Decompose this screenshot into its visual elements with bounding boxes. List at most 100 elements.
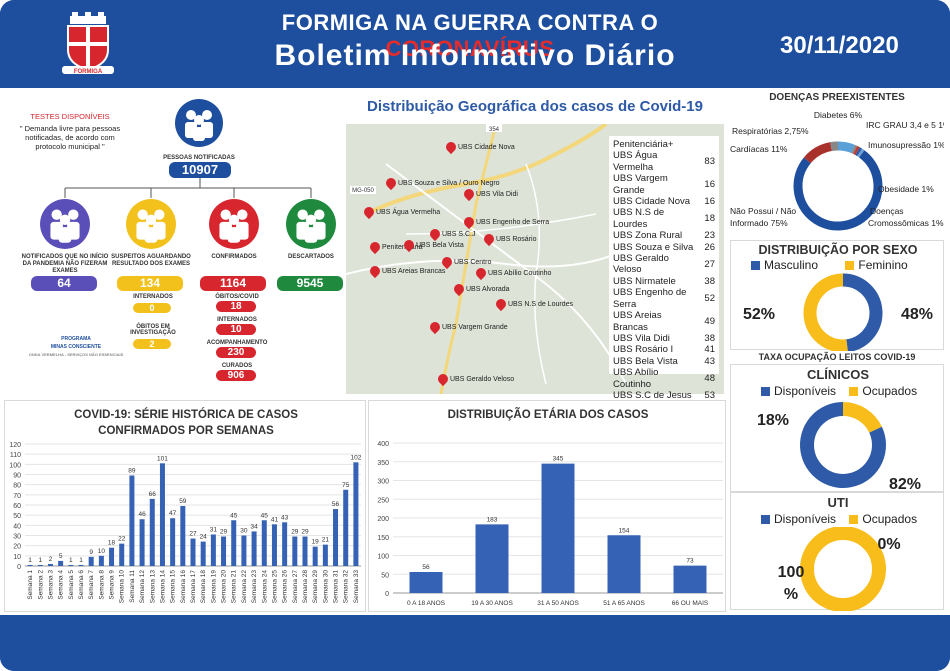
category-label: 31 A 50 ANOS — [537, 600, 579, 607]
bar — [159, 463, 165, 566]
ubs-row: UBS Geraldo Veloso 27 — [613, 253, 715, 276]
bar — [139, 519, 145, 566]
map-pin-label: UBS N.S de Lourdes — [508, 301, 573, 308]
people-group-icon — [40, 199, 90, 249]
icon-body — [227, 227, 241, 243]
y-tick-label: 250 — [377, 497, 389, 504]
donut-slice — [853, 145, 860, 156]
category-label: Semana 33 — [353, 570, 360, 604]
map-pin-label: UBS S.C.J — [442, 231, 476, 238]
bar — [180, 506, 186, 566]
bar-value-label: 101 — [157, 455, 168, 462]
confirmed-sub-label: ÓBITOS/COVID — [215, 294, 259, 300]
ubs-row: UBS N.S de Lourdes 18 — [613, 207, 715, 230]
ubs-name: UBS S.C de Jesus — [613, 389, 692, 401]
y-tick-label: 0 — [17, 564, 21, 571]
bar — [37, 564, 43, 566]
bar-value-label: 1 — [69, 557, 73, 564]
tests-title: TESTES DISPONÍVEIS — [30, 112, 110, 121]
y-tick-label: 30 — [13, 534, 21, 541]
clinical-legend: Disponíveis Ocupados — [761, 384, 917, 398]
map-pin-label: UBS Areias Brancas — [382, 268, 446, 275]
category-label: Semana 3 — [47, 570, 54, 600]
icon-body — [58, 227, 72, 243]
y-tick-label: 80 — [13, 483, 21, 490]
category-label: Semana 15 — [170, 570, 177, 604]
map-pin-label: UBS Cidade Nova — [458, 144, 515, 151]
ubs-count: 38 — [704, 275, 715, 287]
ubs-row: UBS Bela Vista 43 — [613, 356, 715, 367]
group-label: DESCARTADOS — [288, 254, 334, 260]
ubs-row: UBS Vila Didi 38 — [613, 333, 715, 344]
category-label: Semana 13 — [149, 570, 156, 604]
ubs-name: UBS Cidade Nova — [613, 196, 691, 208]
ubs-row: UBS Souza e Silva 26 — [613, 242, 715, 253]
donut-slice — [830, 141, 839, 152]
ubs-count: 53 — [704, 389, 715, 401]
header: FORMIGA FORMIGA NA GUERRA CONTRA O CORON… — [0, 0, 950, 86]
icu-title: UTI — [827, 495, 849, 510]
bar-value-label: 73 — [686, 558, 694, 565]
bar — [78, 564, 84, 566]
header-subtitle: Boletim Informativo Diário — [274, 39, 676, 72]
weekly-chart-card: COVID-19: SÉRIE HISTÓRICA DE CASOS CONFI… — [4, 400, 366, 612]
legend-female: Feminino — [845, 258, 908, 272]
disease-label-part: Não Possui / Não — [730, 206, 796, 216]
disease-label: Respiratórias 2,75% — [732, 126, 809, 136]
map-pin-label: UBS Souza e Silva / Ouro Negro — [398, 180, 500, 187]
category-label: Semana 16 — [180, 570, 187, 604]
category-label: Semana 31 — [333, 570, 340, 604]
bar-value-label: 22 — [118, 536, 126, 543]
category-label: Semana 5 — [68, 570, 75, 600]
suspect-sub-value: 0 — [133, 303, 171, 313]
group-label: CONFIRMADOS — [211, 254, 257, 260]
confirmed-sub-label: CURADOS — [221, 363, 253, 369]
diseases-donut: Diabetes 6%IRC GRAU 3,4 e 5 1% Imunosupre… — [730, 110, 944, 231]
map-title: Distribuição Geográfica dos casos de Cov… — [367, 98, 703, 115]
icon-head — [220, 209, 231, 220]
category-label: Semana 7 — [88, 570, 95, 600]
bar-value-label: 75 — [342, 482, 350, 489]
bar-value-label: 27 — [189, 531, 197, 538]
program-line2: MINAS CONSCIENTE — [50, 344, 102, 350]
ubs-row: UBS Rosário I 41 — [613, 344, 715, 355]
icu-card: UTI Disponíveis Ocupados 0% 100% — [730, 492, 944, 611]
ubs-name: UBS Geraldo Veloso — [613, 253, 669, 276]
bar — [261, 520, 267, 566]
icon-head — [59, 214, 71, 226]
confirmed-sub-label: ACOMPANHAMENTO — [206, 340, 268, 346]
ubs-row: UBS Vargem Grande 16 — [613, 173, 715, 196]
svg-text:354: 354 — [489, 127, 500, 133]
ubs-row: UBS Abílio Coutinho 48 — [613, 367, 715, 390]
content: TESTES DISPONÍVEIS " Demanda livre para … — [0, 88, 950, 615]
ubs-name: UBS Vargem Grande — [613, 173, 668, 196]
ubs-count: 27 — [704, 258, 715, 270]
bar-value-label: 183 — [487, 516, 498, 523]
icon-body — [144, 227, 158, 243]
clinical-title: CLÍNICOS — [806, 367, 870, 382]
program-line1: PROGRAMA — [61, 336, 91, 342]
category-label: Semana 18 — [200, 570, 207, 604]
bar-value-label: 5 — [59, 553, 63, 560]
category-label: Semana 11 — [129, 570, 136, 603]
group-label: SUSPEITOS AGUARDANDO RESULTADO DOS EXAME… — [111, 254, 191, 268]
donut-slice — [837, 141, 855, 154]
ubs-row: UBS Nirmatele 38 — [613, 276, 715, 287]
program-line3: ONDA VERMELHA - SERVIÇOS NÃO ESSENCIAIS — [28, 352, 124, 357]
age-chart-title: DISTRIBUIÇÃO ETÁRIA DOS CASOS — [447, 409, 649, 421]
donut-slice — [803, 142, 833, 164]
ubs-count: 41 — [704, 344, 715, 356]
y-tick-label: 50 — [13, 513, 21, 520]
people-group-icon — [209, 199, 259, 249]
category-label: Semana 22 — [241, 570, 248, 604]
header-date: 30/11/2020 — [780, 32, 899, 59]
available-percent: 82% — [889, 476, 921, 493]
icon-head — [137, 209, 148, 220]
icon-head — [145, 214, 157, 226]
suspect-sub-label: ÓBITOS EM INVESTIGAÇÃO — [130, 324, 176, 336]
bar — [302, 536, 308, 566]
y-tick-label: 110 — [10, 452, 21, 459]
suspect-sub-value: 2 — [133, 339, 171, 349]
donut-slice — [793, 150, 883, 231]
bar-value-label: 46 — [138, 511, 146, 518]
